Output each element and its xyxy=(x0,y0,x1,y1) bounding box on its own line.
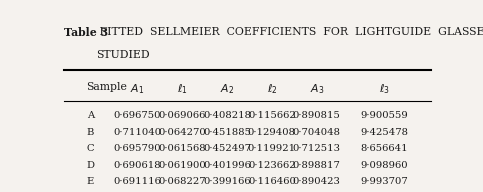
Text: $A_1$: $A_1$ xyxy=(130,82,144,96)
Text: $\ell_1$: $\ell_1$ xyxy=(177,82,187,96)
Text: 0·890423: 0·890423 xyxy=(293,177,341,186)
Text: 0·116460: 0·116460 xyxy=(248,177,296,186)
Text: Table 3: Table 3 xyxy=(64,27,108,38)
Text: 9·993707: 9·993707 xyxy=(360,177,408,186)
Text: 0·115662: 0·115662 xyxy=(248,111,296,120)
Text: 0·069066: 0·069066 xyxy=(158,111,206,120)
Text: Sample: Sample xyxy=(86,82,128,92)
Text: 0·061900: 0·061900 xyxy=(158,161,206,170)
Text: 0·068227: 0·068227 xyxy=(158,177,206,186)
Text: B: B xyxy=(86,127,94,137)
Text: 0·704048: 0·704048 xyxy=(293,127,341,137)
Text: 0·695790: 0·695790 xyxy=(114,144,161,153)
Text: 9·900559: 9·900559 xyxy=(360,111,408,120)
Text: FITTED  SELLMEIER  COEFFICIENTS  FOR  LIGHTGUIDE  GLASSES: FITTED SELLMEIER COEFFICIENTS FOR LIGHTG… xyxy=(96,27,483,37)
Text: 0·119921: 0·119921 xyxy=(248,144,296,153)
Text: 0·711040: 0·711040 xyxy=(113,127,161,137)
Text: $A_3$: $A_3$ xyxy=(310,82,324,96)
Text: 0·129408: 0·129408 xyxy=(248,127,296,137)
Text: 0·691116: 0·691116 xyxy=(113,177,161,186)
Text: $\ell_2$: $\ell_2$ xyxy=(267,82,277,96)
Text: 0·123662: 0·123662 xyxy=(248,161,296,170)
Text: D: D xyxy=(86,161,95,170)
Text: 0·399166: 0·399166 xyxy=(203,177,251,186)
Text: 0·408218: 0·408218 xyxy=(203,111,251,120)
Text: 0·061568: 0·061568 xyxy=(158,144,206,153)
Text: E: E xyxy=(86,177,94,186)
Text: 0·451885: 0·451885 xyxy=(203,127,251,137)
Text: 0·696750: 0·696750 xyxy=(114,111,161,120)
Text: 0·401996: 0·401996 xyxy=(203,161,251,170)
Text: 8·656641: 8·656641 xyxy=(360,144,408,153)
Text: 0·890815: 0·890815 xyxy=(293,111,341,120)
Text: 9·425478: 9·425478 xyxy=(360,127,408,137)
Text: $\ell_3$: $\ell_3$ xyxy=(379,82,390,96)
Text: A: A xyxy=(86,111,94,120)
Text: 0·712513: 0·712513 xyxy=(293,144,341,153)
Text: 0·452497: 0·452497 xyxy=(203,144,251,153)
Text: $A_2$: $A_2$ xyxy=(220,82,234,96)
Text: 0·690618: 0·690618 xyxy=(114,161,161,170)
Text: 0·898817: 0·898817 xyxy=(293,161,341,170)
Text: 0·064270: 0·064270 xyxy=(158,127,206,137)
Text: C: C xyxy=(86,144,94,153)
Text: STUDIED: STUDIED xyxy=(96,50,150,60)
Text: 9·098960: 9·098960 xyxy=(360,161,408,170)
